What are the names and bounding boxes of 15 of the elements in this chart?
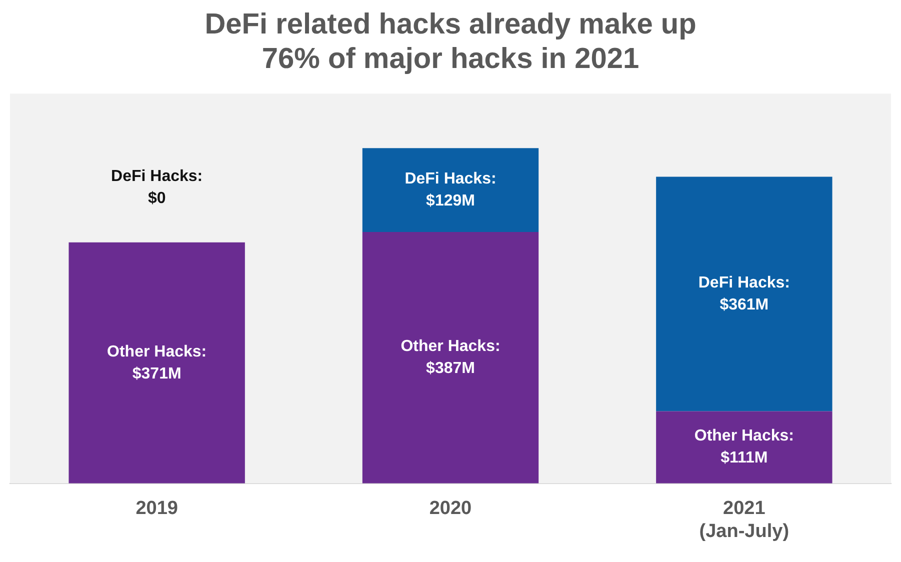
data-label: Other Hacks: $371M <box>107 343 207 382</box>
x-tick-label: 2019 <box>136 498 178 520</box>
data-label: DeFi Hacks: $0 <box>111 168 203 207</box>
bar <box>656 411 832 484</box>
data-label: Other Hacks: $111M <box>694 428 794 467</box>
bar <box>68 242 245 484</box>
data-label: DeFi Hacks: $129M <box>404 170 496 210</box>
chart-title: DeFi related hacks already make up 76% of major hacks in 2021 <box>204 8 696 76</box>
bar <box>362 148 539 232</box>
data-label: Other Hacks: $387M <box>400 338 500 378</box>
data-label: DeFi Hacks: $361M <box>698 274 790 314</box>
bar <box>656 176 832 412</box>
x-tick-label: 2020 <box>429 498 472 520</box>
x-tick-label: 2021 (Jan-July) <box>699 498 790 542</box>
bar <box>362 232 539 484</box>
